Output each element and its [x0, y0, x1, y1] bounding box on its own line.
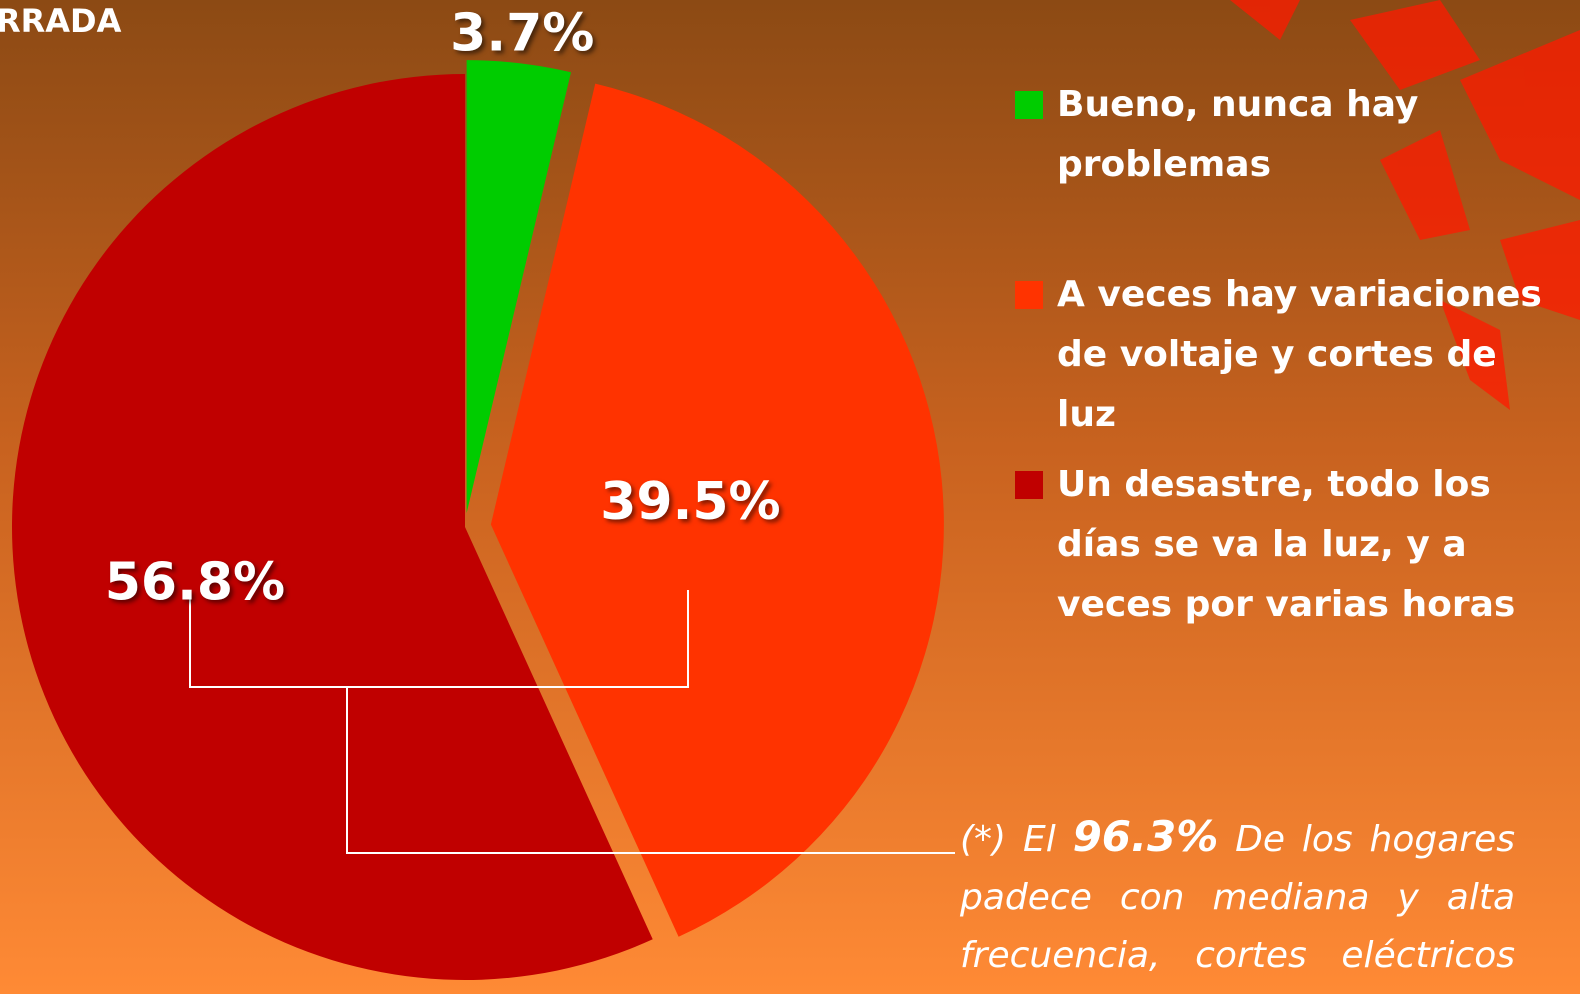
annotation-highlight: 96.3%	[1073, 812, 1219, 861]
value-label: 39.5%	[600, 472, 780, 532]
legend-item: Bueno, nunca hay problemas	[1015, 75, 1560, 195]
value-label: 56.8%	[105, 553, 285, 613]
legend-swatch	[1015, 281, 1043, 309]
legend-label: Bueno, nunca hay problemas	[1057, 75, 1560, 195]
annotation-prefix: (*) El	[960, 819, 1056, 860]
legend-item: Un desastre, todo los días se va la luz,…	[1015, 455, 1560, 635]
legend-item: A veces hay variaciones de voltaje y cor…	[1015, 265, 1560, 445]
legend-swatch	[1015, 471, 1043, 499]
chart-title: RRADA	[0, 2, 121, 40]
page: 3.7% 39.5% 56.8% RRADA Bueno, nunca hay pr…	[0, 0, 1580, 994]
annotation: (*) El 96.3% De los hogares padece con m…	[960, 808, 1515, 985]
legend-label: Un desastre, todo los días se va la luz,…	[1057, 455, 1560, 635]
value-label: 3.7%	[450, 4, 594, 64]
legend-label: A veces hay variaciones de voltaje y cor…	[1057, 265, 1560, 445]
legend-swatch	[1015, 91, 1043, 119]
